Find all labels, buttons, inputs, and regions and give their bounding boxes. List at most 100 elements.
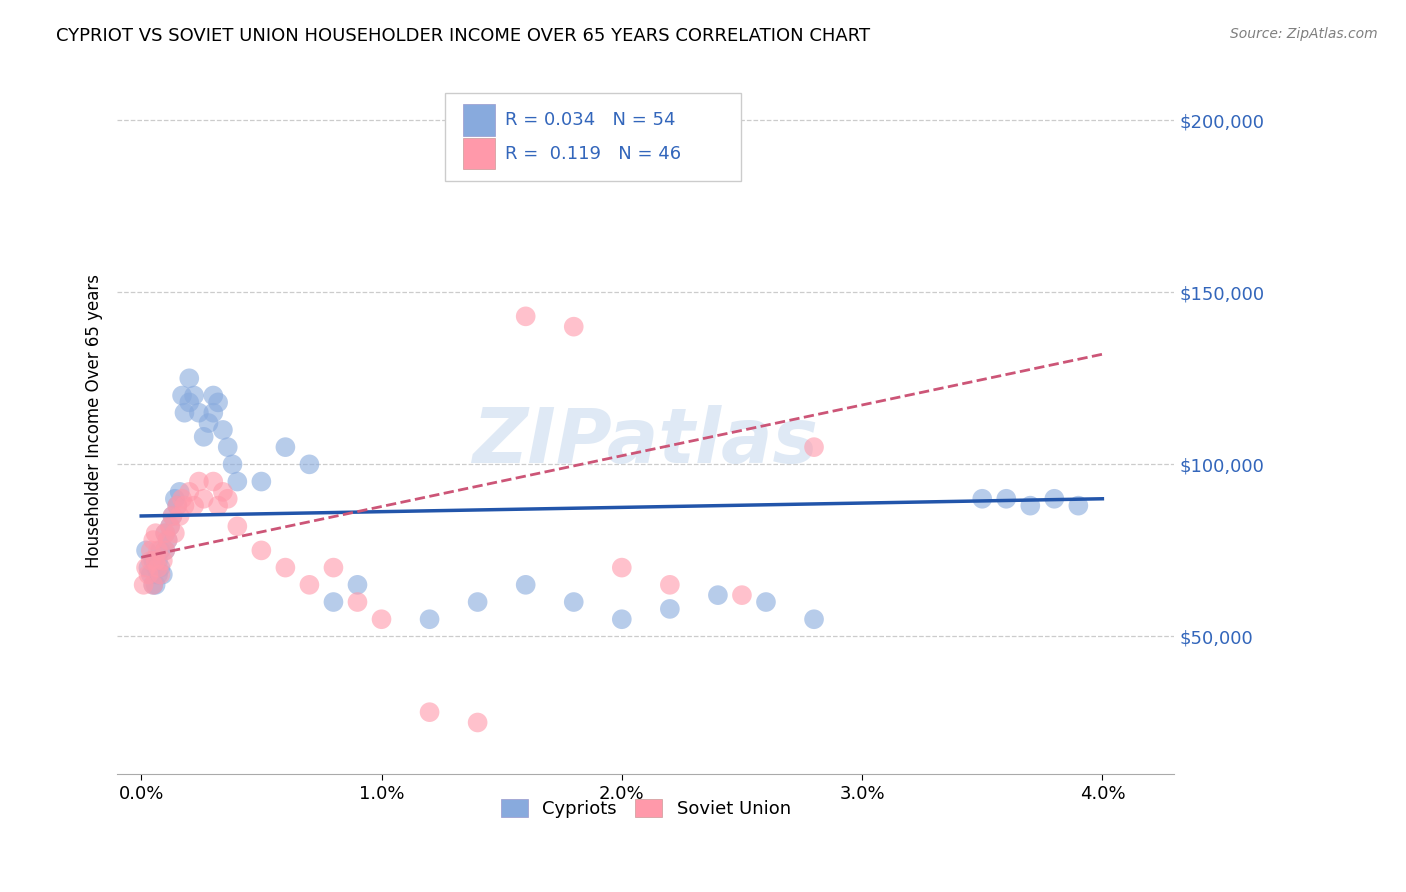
Point [169,508,191,523]
Point [803,612,825,626]
Point [156,533,179,547]
Point [155,543,177,558]
Point [707,588,730,602]
Point [658,578,681,592]
Point [139,543,162,558]
Point [207,499,229,513]
Point [155,526,177,541]
Point [138,560,160,574]
Point [145,526,167,541]
Point [149,560,172,574]
Point [322,595,344,609]
Point [142,578,165,592]
Point [515,578,537,592]
Point [202,475,225,489]
Point [170,388,193,402]
Point [187,475,209,489]
Point [166,499,188,513]
Text: R =  0.119   N = 46: R = 0.119 N = 46 [505,145,682,162]
Point [173,499,195,513]
Point [562,595,585,609]
Point [146,543,169,558]
Point [138,567,160,582]
Point [159,519,181,533]
Point [972,491,994,506]
Point [221,458,243,472]
Point [346,578,368,592]
FancyBboxPatch shape [444,94,741,181]
Text: CYPRIOT VS SOVIET UNION HOUSEHOLDER INCOME OVER 65 YEARS CORRELATION CHART: CYPRIOT VS SOVIET UNION HOUSEHOLDER INCO… [56,27,870,45]
Point [274,440,297,454]
Point [155,526,177,541]
Point [298,458,321,472]
Point [346,595,368,609]
Point [995,491,1018,506]
FancyBboxPatch shape [463,137,495,169]
Y-axis label: Householder Income Over 65 years: Householder Income Over 65 years [86,275,103,568]
Point [169,484,191,499]
Point [183,499,205,513]
Point [179,395,201,409]
FancyBboxPatch shape [463,103,495,136]
Text: ZIPatlas: ZIPatlas [472,406,818,480]
Point [146,554,169,568]
Point [173,406,195,420]
Point [187,406,209,420]
Point [139,554,162,568]
Point [159,519,181,533]
Point [142,578,165,592]
Point [135,543,157,558]
Point [250,475,273,489]
Point [145,578,167,592]
Legend: Cypriots, Soviet Union: Cypriots, Soviet Union [494,791,799,825]
Point [467,715,489,730]
Point [152,554,174,568]
Point [145,560,167,574]
Point [135,560,157,574]
Point [202,388,225,402]
Point [163,491,186,506]
Point [515,310,537,324]
Point [162,508,184,523]
Point [156,533,179,547]
Point [163,526,186,541]
Point [1067,499,1090,513]
Point [610,560,633,574]
Point [202,406,225,420]
Point [139,567,162,582]
Point [274,560,297,574]
Point [149,543,172,558]
Point [370,612,392,626]
Point [142,554,165,568]
Point [183,388,205,402]
Point [226,519,249,533]
Point [152,567,174,582]
Point [562,319,585,334]
Point [298,578,321,592]
Point [179,484,201,499]
Point [217,440,239,454]
Point [179,371,201,385]
Point [419,612,441,626]
Text: Source: ZipAtlas.com: Source: ZipAtlas.com [1230,27,1378,41]
Point [193,491,215,506]
Point [166,499,188,513]
Point [731,588,754,602]
Text: R = 0.034   N = 54: R = 0.034 N = 54 [505,111,676,128]
Point [1043,491,1066,506]
Point [419,705,441,719]
Point [658,602,681,616]
Point [212,484,235,499]
Point [155,543,177,558]
Point [467,595,489,609]
Point [149,567,172,582]
Point [226,475,249,489]
Point [207,395,229,409]
Point [146,560,169,574]
Point [170,491,193,506]
Point [132,578,155,592]
Point [217,491,239,506]
Point [162,508,184,523]
Point [145,554,167,568]
Point [610,612,633,626]
